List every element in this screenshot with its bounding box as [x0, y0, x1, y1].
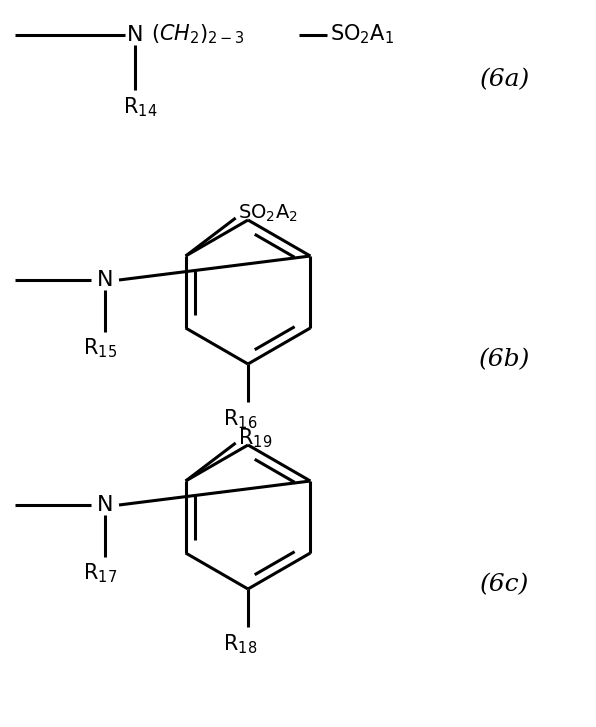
Text: $\mathregular{R_{19}}$: $\mathregular{R_{19}}$ [238, 426, 272, 450]
Text: (6c): (6c) [480, 574, 530, 596]
Text: $\mathregular{R_{16}}$: $\mathregular{R_{16}}$ [223, 407, 257, 431]
Text: $(CH_2)_{2-3}$: $(CH_2)_{2-3}$ [151, 23, 245, 46]
Text: $\mathregular{SO_2A_2}$: $\mathregular{SO_2A_2}$ [238, 202, 297, 224]
Text: $\mathregular{R_{14}}$: $\mathregular{R_{14}}$ [123, 95, 157, 119]
Text: $\mathregular{R_{15}}$: $\mathregular{R_{15}}$ [83, 336, 117, 360]
Text: N: N [127, 25, 143, 45]
Text: N: N [97, 495, 113, 515]
Text: $\mathregular{SO_2A_1}$: $\mathregular{SO_2A_1}$ [330, 23, 394, 46]
Text: $\mathregular{R_{18}}$: $\mathregular{R_{18}}$ [223, 632, 257, 656]
Text: (6a): (6a) [480, 68, 530, 92]
Text: $\mathregular{R_{17}}$: $\mathregular{R_{17}}$ [83, 561, 117, 585]
Text: N: N [97, 270, 113, 290]
Text: (6b): (6b) [479, 348, 530, 371]
